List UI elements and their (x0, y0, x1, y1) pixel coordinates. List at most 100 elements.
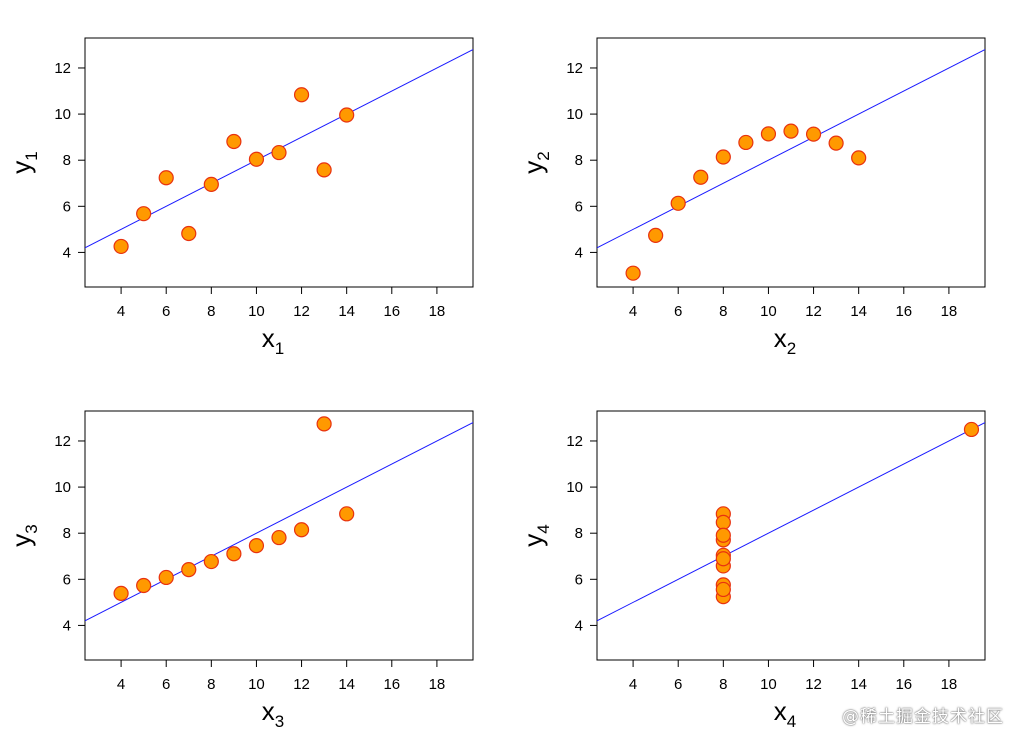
x-tick-label: 8 (719, 676, 727, 693)
x-tick-label: 6 (674, 303, 682, 320)
data-point (625, 265, 641, 281)
x-tick-label: 10 (760, 303, 777, 320)
x-tick-label: 18 (429, 676, 446, 693)
x-tick-label: 10 (760, 676, 777, 693)
data-point (226, 133, 242, 150)
watermark: @稀土掘金技术社区 (842, 707, 1004, 727)
data-point (158, 569, 174, 586)
x-tick-label: 18 (429, 303, 446, 320)
x-tick-label: 14 (850, 676, 867, 693)
y-tick-label: 12 (566, 60, 583, 77)
x-axis-label: x4 (774, 696, 796, 731)
regression-line (597, 48, 985, 249)
data-point (805, 126, 822, 142)
y-tick-label: 8 (575, 152, 583, 169)
data-point (203, 553, 219, 570)
x-tick-label: 12 (805, 303, 822, 320)
data-point (203, 176, 219, 193)
data-point (113, 585, 129, 601)
data-point (226, 546, 242, 562)
x-tick-label: 14 (850, 303, 867, 320)
scatter-panel-4: 4 6 8 10 12 14 16 18 4 6 8 10 12 x4 y4 (518, 410, 986, 731)
data-point (851, 150, 867, 166)
y-tick-label: 12 (566, 433, 583, 450)
x-tick-label: 8 (719, 303, 727, 320)
x-tick-label: 14 (338, 303, 355, 320)
x-tick-label: 14 (338, 676, 355, 693)
data-point (339, 107, 355, 123)
plot-frame (596, 410, 986, 661)
y-tick-label: 10 (566, 106, 583, 123)
data-point (293, 522, 310, 538)
y-tick-label: 6 (63, 198, 71, 215)
x-tick-label: 12 (293, 676, 310, 693)
x-tick-label: 12 (293, 303, 310, 320)
data-point (715, 149, 731, 165)
x-tick-label: 16 (383, 676, 400, 693)
data-point (715, 514, 731, 530)
y-tick-label: 6 (575, 571, 583, 588)
scatter-panel-1: 4 6 8 10 12 14 16 18 4 6 8 10 12 x1 y1 (6, 37, 474, 358)
x-tick-label: 8 (207, 303, 215, 320)
data-point (339, 506, 355, 522)
data-point (136, 206, 152, 222)
regression-line (85, 421, 473, 622)
y-tick-label: 10 (566, 479, 583, 496)
y-tick-label: 8 (63, 525, 71, 542)
data-point (293, 87, 310, 103)
x-tick-label: 16 (895, 303, 912, 320)
y-axis-label: y1 (6, 151, 41, 173)
scatter-panel-3: 4 6 8 10 12 14 16 18 4 6 8 10 12 x3 y3 (6, 410, 474, 731)
y-tick-label: 8 (575, 525, 583, 542)
data-point (828, 135, 844, 151)
x-tick-label: 4 (117, 303, 125, 320)
x-tick-label: 4 (629, 676, 637, 693)
plot-frame (84, 410, 474, 661)
x-axis-label: x3 (262, 696, 284, 731)
data-point (248, 538, 265, 554)
data-point (158, 170, 174, 186)
y-tick-label: 6 (575, 198, 583, 215)
y-tick-label: 10 (54, 479, 71, 496)
data-point (715, 527, 731, 543)
y-tick-label: 4 (63, 617, 71, 634)
data-point (670, 195, 686, 211)
y-axis-label: y2 (518, 151, 553, 173)
plot-frame (84, 37, 474, 288)
x-tick-label: 18 (941, 303, 958, 320)
x-tick-label: 16 (383, 303, 400, 320)
data-point (316, 416, 332, 432)
x-tick-label: 16 (895, 676, 912, 693)
data-point (271, 529, 287, 546)
y-tick-label: 12 (54, 60, 71, 77)
data-point (783, 123, 799, 139)
x-tick-label: 6 (162, 676, 170, 693)
y-tick-label: 4 (575, 617, 583, 634)
y-tick-label: 4 (575, 244, 583, 261)
data-point (316, 162, 332, 178)
y-axis-label: y3 (6, 524, 41, 546)
data-point (693, 169, 709, 185)
x-axis-label: x1 (262, 323, 284, 358)
data-point (715, 581, 731, 598)
y-tick-label: 8 (63, 152, 71, 169)
data-point (248, 151, 265, 167)
data-point (715, 551, 731, 567)
data-point (271, 144, 287, 161)
x-tick-label: 4 (117, 676, 125, 693)
data-point (738, 134, 754, 151)
y-axis-label: y4 (518, 524, 553, 546)
y-tick-label: 6 (63, 571, 71, 588)
data-point (181, 225, 197, 242)
x-tick-label: 12 (805, 676, 822, 693)
x-tick-label: 18 (941, 676, 958, 693)
x-axis-label: x2 (774, 323, 796, 358)
data-point (136, 577, 152, 594)
data-point (963, 421, 980, 438)
x-tick-label: 10 (248, 303, 265, 320)
data-point (648, 227, 664, 243)
x-tick-label: 10 (248, 676, 265, 693)
y-tick-label: 4 (63, 244, 71, 261)
y-tick-label: 12 (54, 433, 71, 450)
